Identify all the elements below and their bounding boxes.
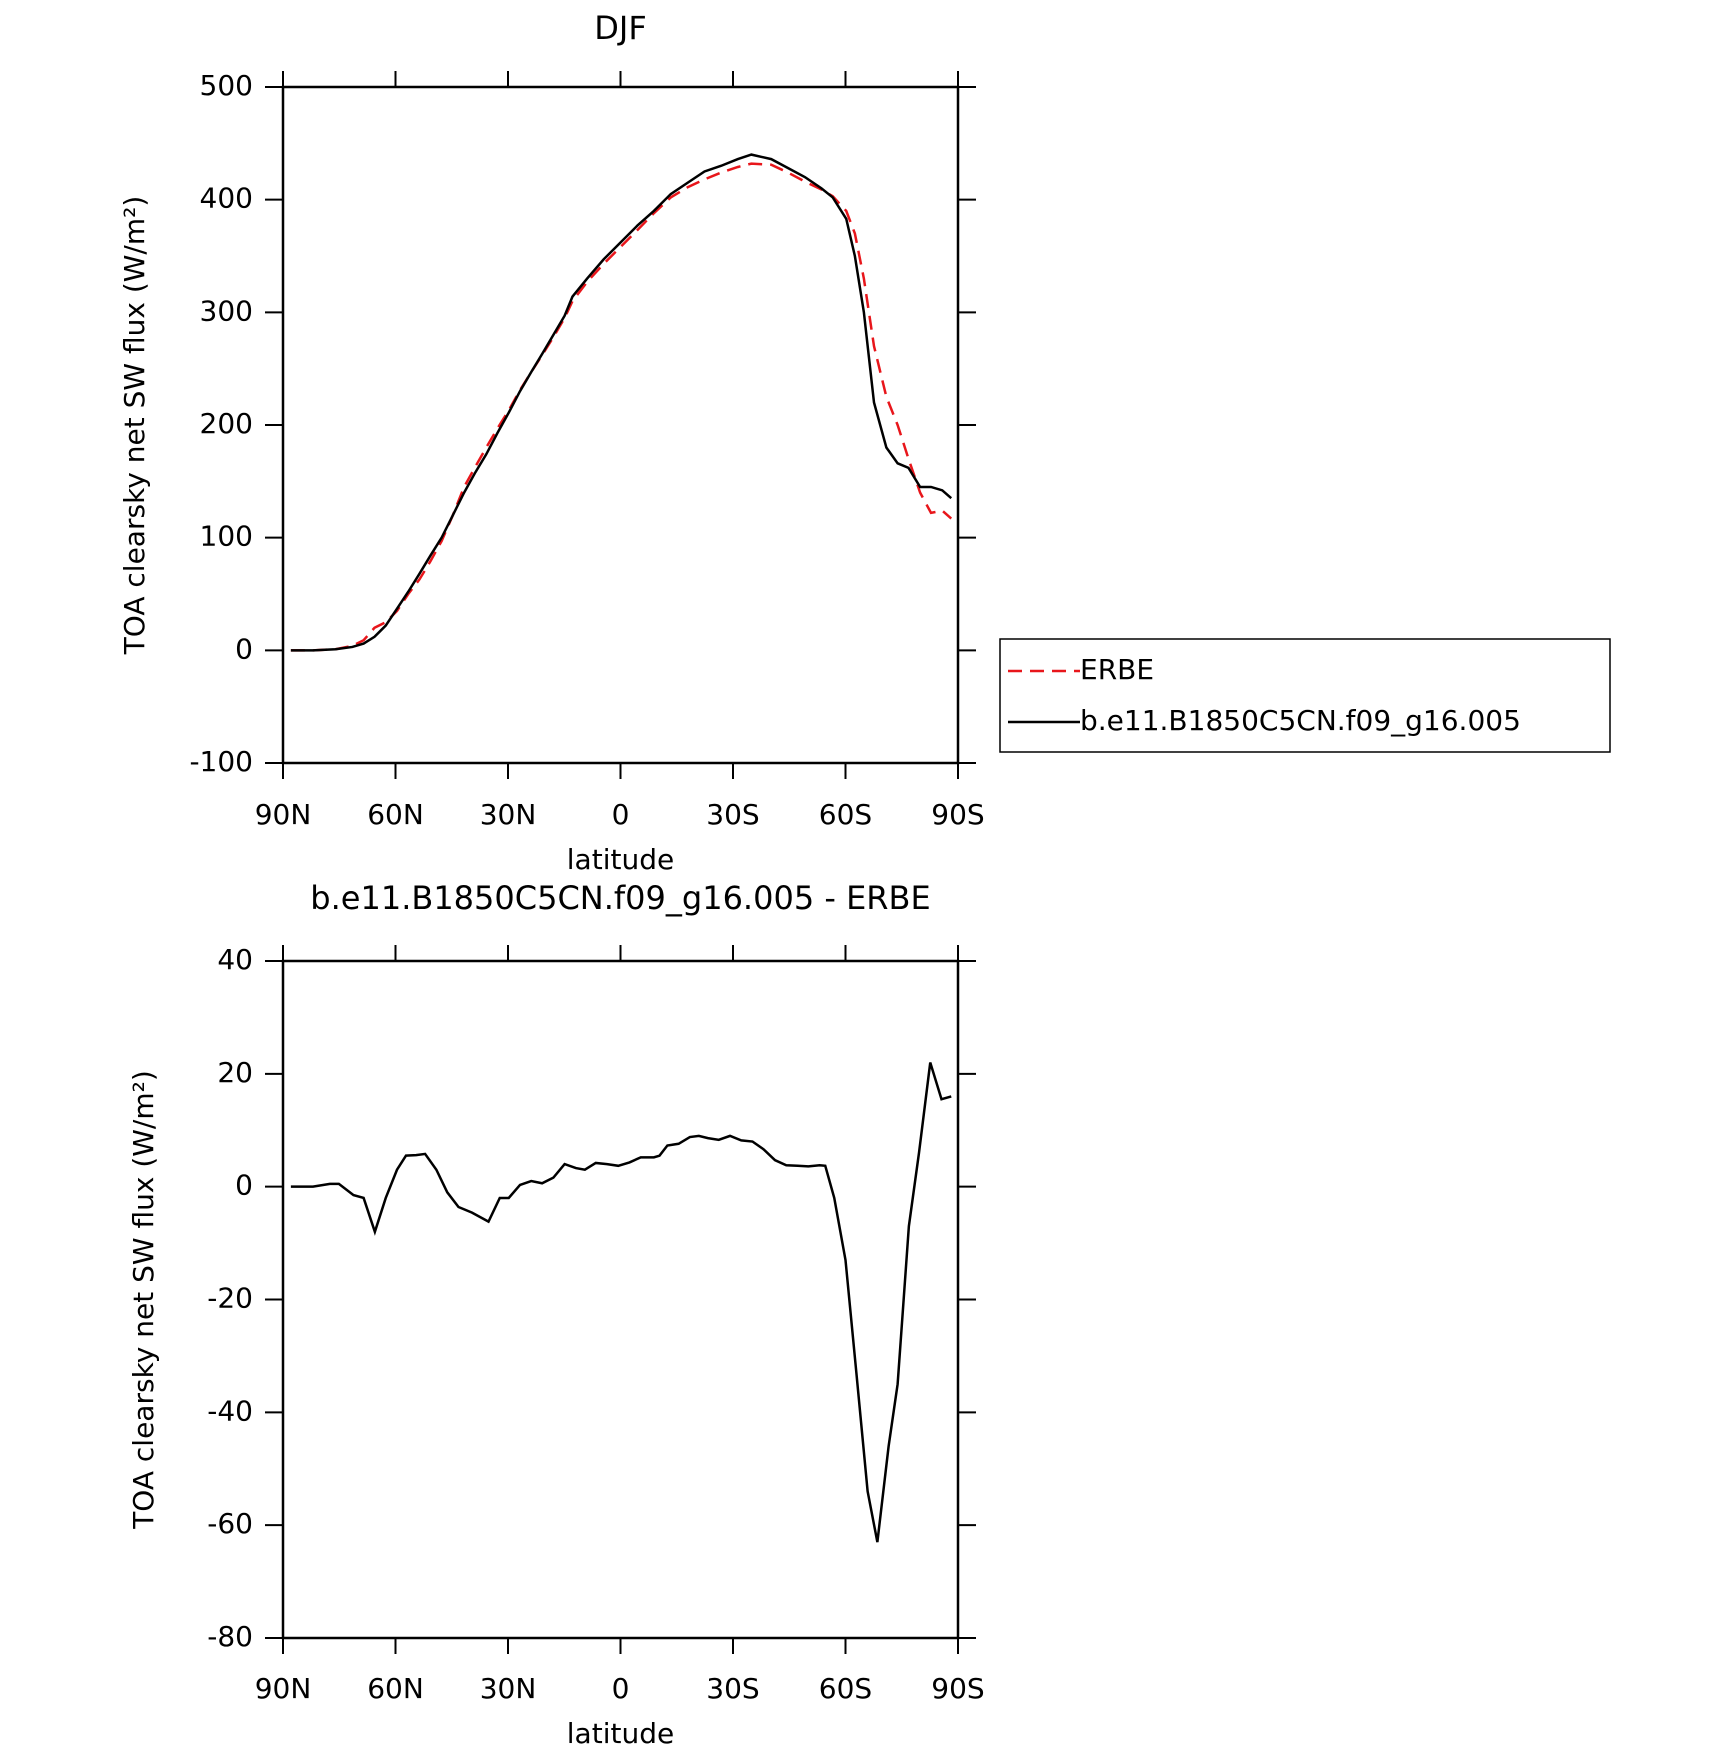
y-axis-label: TOA clearsky net SW flux (W/m²) [127,1070,160,1530]
chart-title: b.e11.B1850C5CN.f09_g16.005 - ERBE [310,879,930,917]
line-series [290,153,953,652]
x-tick-label: 30S [706,1672,759,1705]
y-tick-label: 0 [235,1169,253,1202]
y-tick-label: 20 [217,1056,253,1089]
x-axis-label: latitude [567,843,674,876]
x-axis-label: latitude [567,1717,674,1745]
x-tick-label: 30N [480,798,537,831]
legend-box [999,638,1611,753]
x-tick-label: 60S [819,798,872,831]
x-tick-label: 90N [255,798,312,831]
y-tick-label: -100 [189,745,253,778]
y-tick-label: -60 [207,1507,253,1540]
x-tick-label: 0 [612,798,630,831]
y-tick-label: -40 [207,1394,253,1427]
y-tick-label: -20 [207,1282,253,1315]
y-tick-label: 40 [217,943,253,976]
x-tick-label: 90N [255,1672,312,1705]
y-tick-label: 300 [200,294,253,327]
plot-frame [281,85,960,765]
legend-label: ERBE [1080,653,1154,686]
x-tick-label: 60S [819,1672,872,1705]
x-tick-label: 30S [706,798,759,831]
plot-frame [281,959,960,1640]
y-axis-label: TOA clearsky net SW flux (W/m²) [118,196,151,656]
y-tick-label: 0 [235,632,253,665]
x-tick-label: 90S [931,798,984,831]
x-tick-label: 30N [480,1672,537,1705]
legend-label: b.e11.B1850C5CN.f09_g16.005 [1080,704,1521,737]
y-tick-label: 100 [200,520,253,553]
line-series [290,162,953,652]
x-tick-label: 60N [367,798,424,831]
line-series [290,1062,952,1543]
y-tick-label: -80 [207,1620,253,1653]
y-tick-label: 200 [200,407,253,440]
chart-title: DJF [594,9,646,47]
y-tick-label: 400 [200,182,253,215]
x-tick-label: 0 [612,1672,630,1705]
x-tick-label: 60N [367,1672,424,1705]
x-tick-label: 90S [931,1672,984,1705]
y-tick-label: 500 [200,69,253,102]
